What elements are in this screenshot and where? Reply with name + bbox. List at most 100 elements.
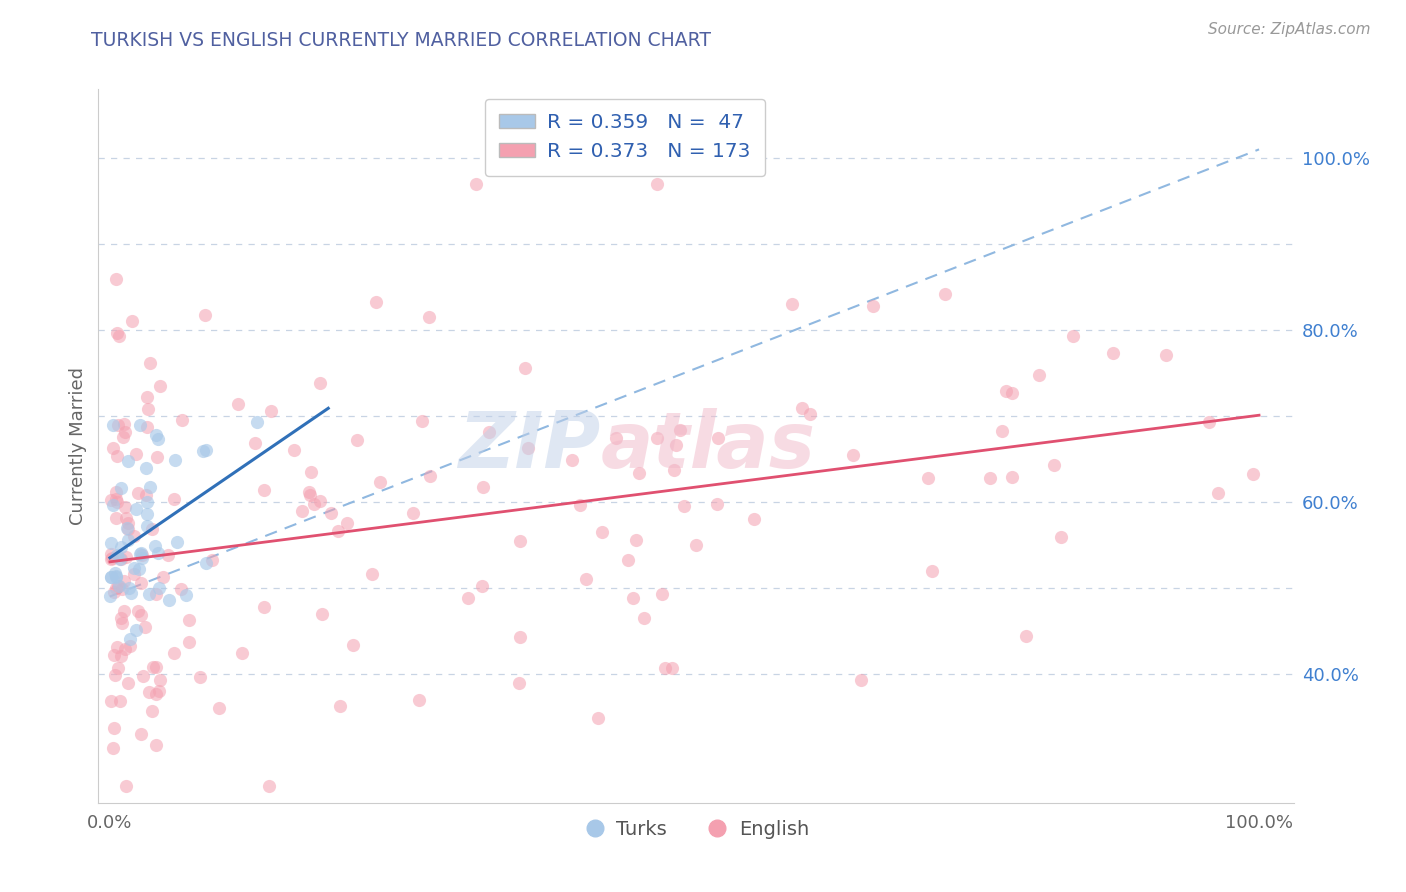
Point [645, 431, 668, 445]
Point [100, 569, 122, 583]
Point [291, 503, 314, 517]
Point [509, 533, 531, 548]
Point [163, 452, 186, 467]
Point [110, 552, 132, 566]
Point [624, 533, 647, 548]
Point [100, 535, 122, 549]
Point [465, 177, 488, 191]
Point [478, 425, 501, 439]
Point [308, 376, 330, 390]
Point [319, 507, 342, 521]
Point [336, 516, 359, 530]
Point [170, 413, 193, 427]
Point [114, 642, 136, 657]
Point [1050, 530, 1073, 544]
Point [101, 740, 124, 755]
Point [645, 177, 668, 191]
Point [309, 494, 332, 508]
Point [664, 463, 686, 477]
Point [122, 561, 145, 575]
Point [108, 329, 131, 343]
Point [120, 586, 142, 600]
Point [742, 512, 765, 526]
Point [107, 579, 129, 593]
Point [361, 567, 384, 582]
Point [342, 638, 364, 652]
Point [1198, 415, 1220, 429]
Point [105, 640, 128, 655]
Point [111, 582, 134, 596]
Point [471, 579, 494, 593]
Point [673, 499, 696, 513]
Point [146, 432, 169, 446]
Point [112, 604, 135, 618]
Point [145, 428, 167, 442]
Point [934, 286, 956, 301]
Point [177, 635, 200, 649]
Point [1001, 386, 1024, 401]
Point [329, 698, 352, 713]
Point [1241, 467, 1264, 482]
Point [849, 673, 872, 687]
Point [991, 424, 1014, 438]
Point [1101, 346, 1123, 360]
Point [103, 585, 125, 599]
Point [799, 407, 821, 421]
Point [103, 721, 125, 735]
Point [110, 694, 132, 708]
Point [651, 587, 673, 601]
Point [114, 425, 136, 440]
Point [101, 498, 124, 512]
Point [979, 471, 1001, 485]
Point [145, 738, 167, 752]
Point [139, 355, 162, 369]
Text: atlas: atlas [600, 408, 815, 484]
Point [299, 466, 322, 480]
Point [125, 447, 148, 461]
Point [110, 611, 132, 625]
Point [194, 556, 217, 570]
Point [177, 613, 200, 627]
Point [104, 667, 127, 681]
Point [107, 661, 129, 675]
Point [311, 607, 333, 621]
Point [132, 668, 155, 682]
Point [842, 448, 865, 462]
Point [105, 548, 128, 562]
Point [105, 570, 128, 584]
Point [685, 538, 707, 552]
Point [105, 492, 128, 507]
Point [112, 417, 135, 431]
Point [100, 693, 122, 707]
Point [100, 552, 122, 566]
Point [127, 604, 149, 618]
Point [129, 418, 152, 433]
Point [129, 727, 152, 741]
Point [328, 524, 350, 538]
Point [136, 401, 159, 416]
Point [157, 592, 180, 607]
Point [780, 297, 803, 311]
Point [118, 581, 141, 595]
Point [661, 661, 683, 675]
Point [166, 535, 188, 549]
Point [231, 646, 253, 660]
Point [105, 449, 128, 463]
Point [100, 570, 122, 584]
Point [105, 326, 128, 340]
Point [411, 414, 433, 428]
Point [121, 314, 143, 328]
Point [146, 546, 169, 560]
Point [253, 483, 276, 497]
Point [368, 475, 391, 489]
Point [149, 378, 172, 392]
Point [136, 495, 159, 509]
Point [152, 569, 174, 583]
Point [114, 550, 136, 565]
Point [100, 547, 122, 561]
Point [561, 453, 583, 467]
Point [131, 550, 153, 565]
Point [402, 506, 425, 520]
Point [419, 468, 441, 483]
Point [125, 501, 148, 516]
